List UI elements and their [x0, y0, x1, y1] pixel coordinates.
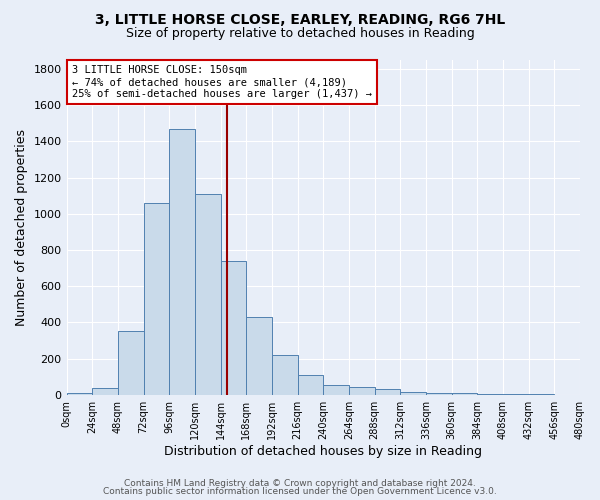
- Bar: [67, 393, 92, 395]
- Text: 3 LITTLE HORSE CLOSE: 150sqm
← 74% of detached houses are smaller (4,189)
25% of: 3 LITTLE HORSE CLOSE: 150sqm ← 74% of de…: [72, 66, 372, 98]
- Bar: [503, 394, 529, 395]
- Bar: [118, 332, 143, 395]
- Bar: [221, 261, 246, 395]
- Y-axis label: Number of detached properties: Number of detached properties: [15, 129, 28, 326]
- Text: 3, LITTLE HORSE CLOSE, EARLEY, READING, RG6 7HL: 3, LITTLE HORSE CLOSE, EARLEY, READING, …: [95, 12, 505, 26]
- Text: Size of property relative to detached houses in Reading: Size of property relative to detached ho…: [125, 28, 475, 40]
- Bar: [272, 355, 298, 395]
- Bar: [169, 129, 195, 395]
- Bar: [374, 390, 400, 395]
- Bar: [323, 385, 349, 395]
- Text: Contains HM Land Registry data © Crown copyright and database right 2024.: Contains HM Land Registry data © Crown c…: [124, 478, 476, 488]
- Bar: [349, 386, 374, 395]
- Text: Contains public sector information licensed under the Open Government Licence v3: Contains public sector information licen…: [103, 488, 497, 496]
- Bar: [478, 394, 503, 395]
- Bar: [92, 388, 118, 395]
- Bar: [143, 203, 169, 395]
- Bar: [246, 317, 272, 395]
- Bar: [195, 194, 221, 395]
- Bar: [400, 392, 426, 395]
- Bar: [426, 392, 452, 395]
- Bar: [452, 394, 478, 395]
- Bar: [298, 375, 323, 395]
- X-axis label: Distribution of detached houses by size in Reading: Distribution of detached houses by size …: [164, 444, 482, 458]
